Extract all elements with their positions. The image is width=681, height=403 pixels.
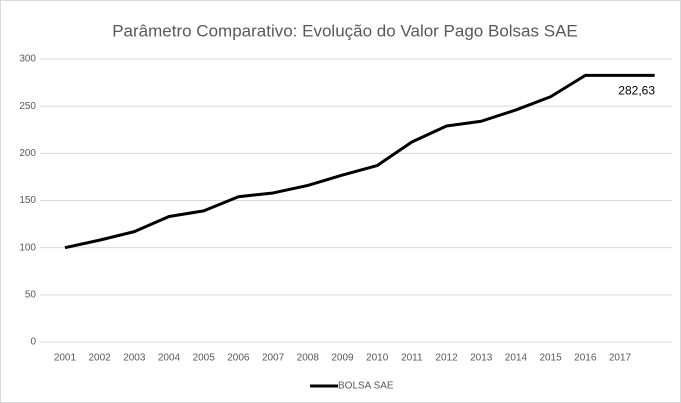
x-tick-label: 2003 <box>123 353 146 364</box>
x-tick-label: 2005 <box>193 353 216 364</box>
x-tick-label: 2017 <box>609 353 632 364</box>
x-tick-label: 2006 <box>227 353 250 364</box>
x-tick-label: 2007 <box>262 353 285 364</box>
x-tick-label: 2010 <box>366 353 389 364</box>
y-tick-label: 50 <box>25 289 37 300</box>
x-tick-label: 2002 <box>89 353 112 364</box>
legend-label: BOLSA SAE <box>338 381 394 392</box>
x-tick-label: 2016 <box>574 353 597 364</box>
x-tick-label: 2011 <box>401 353 423 364</box>
y-tick-label: 250 <box>19 101 36 112</box>
y-tick-label: 200 <box>19 148 36 159</box>
series-line <box>64 73 655 250</box>
x-tick-label: 2014 <box>505 353 528 364</box>
x-tick-label: 2015 <box>539 353 562 364</box>
x-tick-label: 2004 <box>158 353 181 364</box>
x-tick-label: 2001 <box>54 353 77 364</box>
x-tick-label: 2012 <box>435 353 458 364</box>
y-tick-label: 100 <box>19 242 36 253</box>
y-tick-label: 0 <box>30 337 36 348</box>
x-tick-label: 2008 <box>297 353 320 364</box>
chart-title: Parâmetro Comparativo: Evolução do Valor… <box>112 21 578 40</box>
y-tick-label: 300 <box>19 54 36 65</box>
data-label: 282,63 <box>618 84 655 98</box>
x-tick-label: 2009 <box>331 353 354 364</box>
x-tick-label: 2013 <box>470 353 493 364</box>
y-tick-label: 150 <box>19 195 36 206</box>
